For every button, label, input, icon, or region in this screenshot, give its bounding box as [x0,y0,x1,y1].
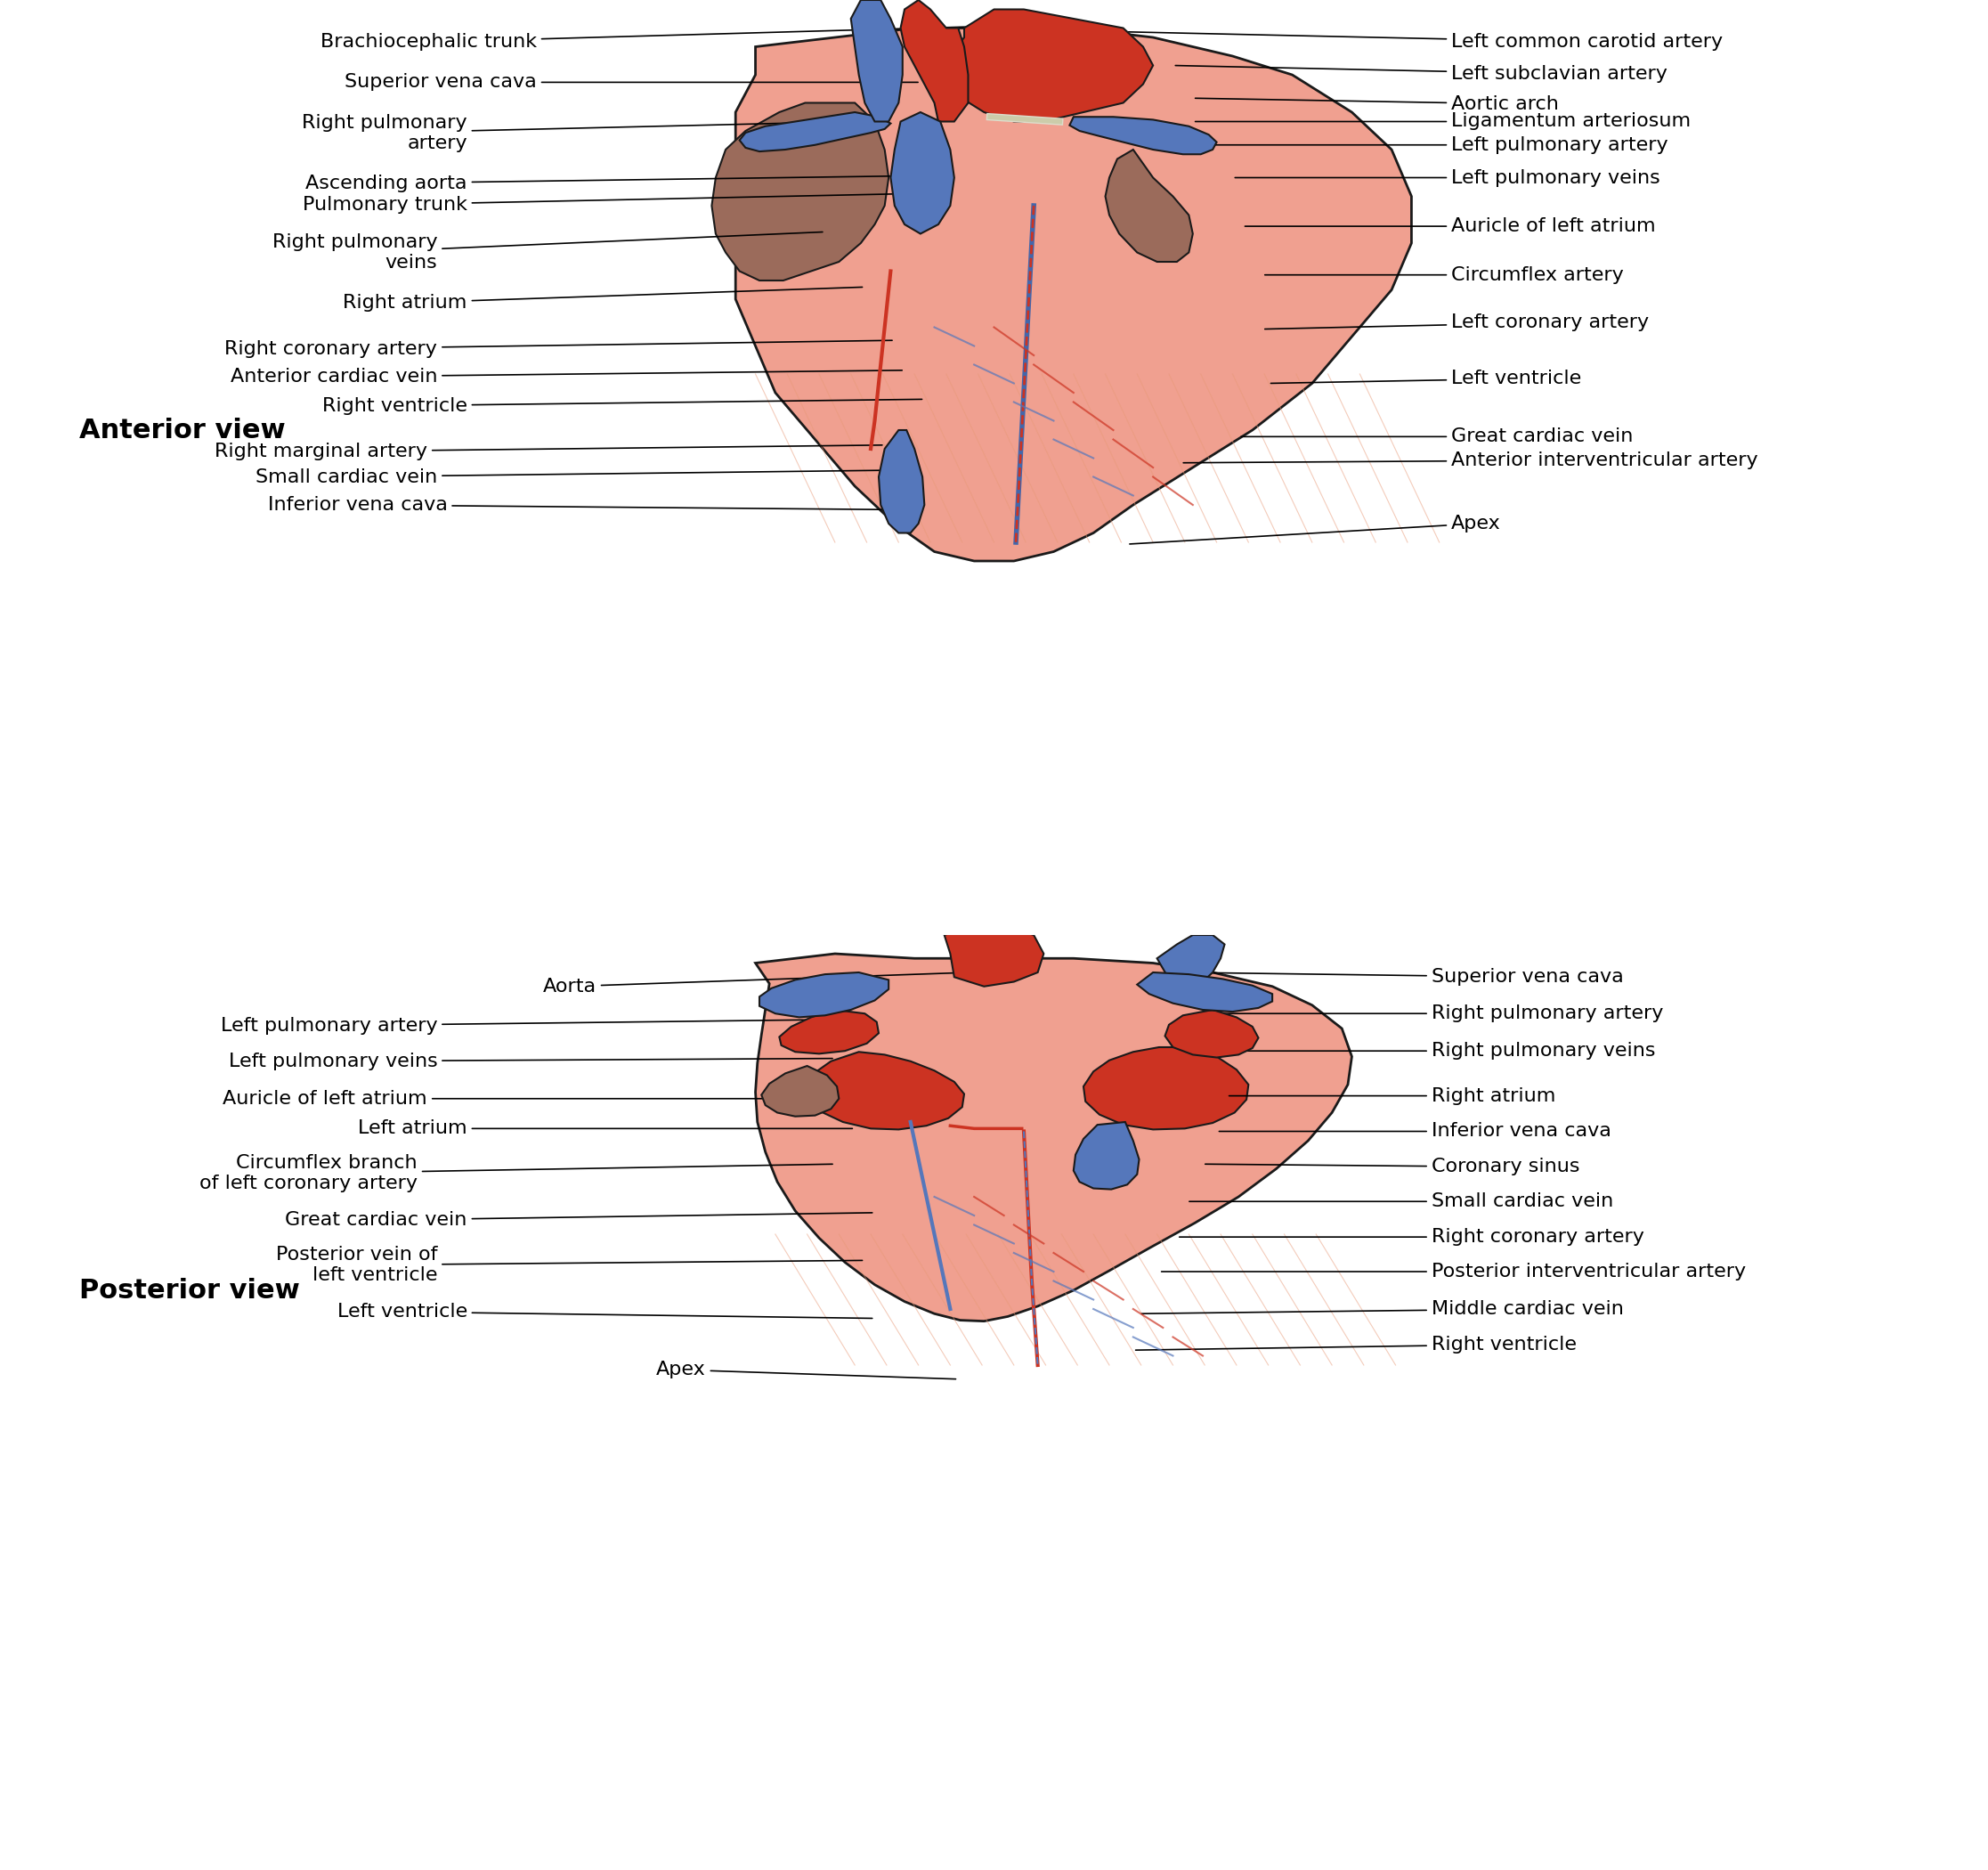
Text: Superior vena cava: Superior vena cava [344,73,918,92]
Polygon shape [759,972,889,1017]
Polygon shape [807,1051,964,1129]
Polygon shape [1165,1010,1258,1058]
Text: Posterior view: Posterior view [80,1277,300,1303]
Polygon shape [736,28,1411,561]
Text: Right pulmonary veins: Right pulmonary veins [1219,1042,1656,1060]
Polygon shape [901,0,968,122]
Text: Right coronary artery: Right coronary artery [1179,1229,1644,1245]
Text: Right coronary artery: Right coronary artery [225,340,893,357]
Text: Small cardiac vein: Small cardiac vein [1189,1193,1612,1210]
Text: Small cardiac vein: Small cardiac vein [256,467,883,486]
Text: Aortic arch: Aortic arch [1195,95,1559,112]
Text: Apex: Apex [1129,514,1501,544]
Text: Right ventricle: Right ventricle [322,396,922,415]
Polygon shape [761,1066,839,1116]
Polygon shape [879,430,924,533]
Polygon shape [755,954,1352,1320]
Text: Great cardiac vein: Great cardiac vein [1241,428,1634,445]
Text: Right pulmonary
veins: Right pulmonary veins [272,232,823,271]
Polygon shape [712,103,889,280]
Polygon shape [1074,1122,1139,1189]
Text: Auricle of left atrium: Auricle of left atrium [223,1090,823,1107]
Text: Left pulmonary veins: Left pulmonary veins [1235,168,1660,187]
Polygon shape [851,0,903,122]
Text: Left ventricle: Left ventricle [1270,370,1580,387]
Text: Posterior interventricular artery: Posterior interventricular artery [1161,1262,1745,1281]
Text: Inferior vena cava: Inferior vena cava [268,496,883,514]
Text: Left common carotid artery: Left common carotid artery [1125,32,1724,50]
Polygon shape [891,112,954,234]
Polygon shape [944,9,1153,122]
Text: Ascending aorta: Ascending aorta [306,174,912,193]
Text: Right atrium: Right atrium [344,288,863,312]
Text: Aorta: Aorta [543,972,968,995]
Text: Left atrium: Left atrium [358,1120,853,1137]
Text: Brachiocephalic trunk: Brachiocephalic trunk [320,26,988,50]
Text: Circumflex artery: Circumflex artery [1264,266,1624,284]
Text: Apex: Apex [656,1361,956,1378]
Text: Right ventricle: Right ventricle [1135,1335,1576,1354]
Text: Pulmonary trunk: Pulmonary trunk [302,194,912,213]
Text: Right marginal artery: Right marginal artery [215,443,883,460]
Text: Auricle of left atrium: Auricle of left atrium [1244,217,1656,236]
Polygon shape [944,926,1044,987]
Text: Right atrium: Right atrium [1229,1086,1555,1105]
Polygon shape [1083,1047,1248,1129]
Text: Right pulmonary artery: Right pulmonary artery [1209,1004,1664,1023]
Text: Anterior cardiac vein: Anterior cardiac vein [231,368,903,385]
Text: Middle cardiac vein: Middle cardiac vein [1141,1300,1624,1318]
Text: Right pulmonary
artery: Right pulmonary artery [302,114,853,151]
Text: Superior vena cava: Superior vena cava [1185,969,1624,985]
Text: Inferior vena cava: Inferior vena cava [1219,1122,1610,1141]
Text: Anterior interventricular artery: Anterior interventricular artery [1183,451,1757,469]
Polygon shape [740,112,891,151]
Text: Ligamentum arteriosum: Ligamentum arteriosum [1195,112,1692,131]
Text: Circumflex branch
of left coronary artery: Circumflex branch of left coronary arter… [199,1154,833,1193]
Text: Left pulmonary veins: Left pulmonary veins [229,1053,833,1070]
Text: Great cardiac vein: Great cardiac vein [284,1212,873,1229]
Text: Anterior view: Anterior view [80,417,286,443]
Polygon shape [779,1010,879,1055]
Text: Left pulmonary artery: Left pulmonary artery [1215,137,1668,153]
Polygon shape [1157,935,1225,984]
Polygon shape [1137,972,1272,1012]
Text: Coronary sinus: Coronary sinus [1205,1158,1580,1176]
Polygon shape [1105,150,1193,262]
Text: Left subclavian artery: Left subclavian artery [1175,65,1668,82]
Polygon shape [1070,116,1217,155]
Text: Left pulmonary artery: Left pulmonary artery [221,1017,863,1034]
Text: Left coronary artery: Left coronary artery [1264,314,1648,331]
Text: Posterior vein of
left ventricle: Posterior vein of left ventricle [276,1245,863,1285]
Text: Left ventricle: Left ventricle [338,1303,873,1320]
